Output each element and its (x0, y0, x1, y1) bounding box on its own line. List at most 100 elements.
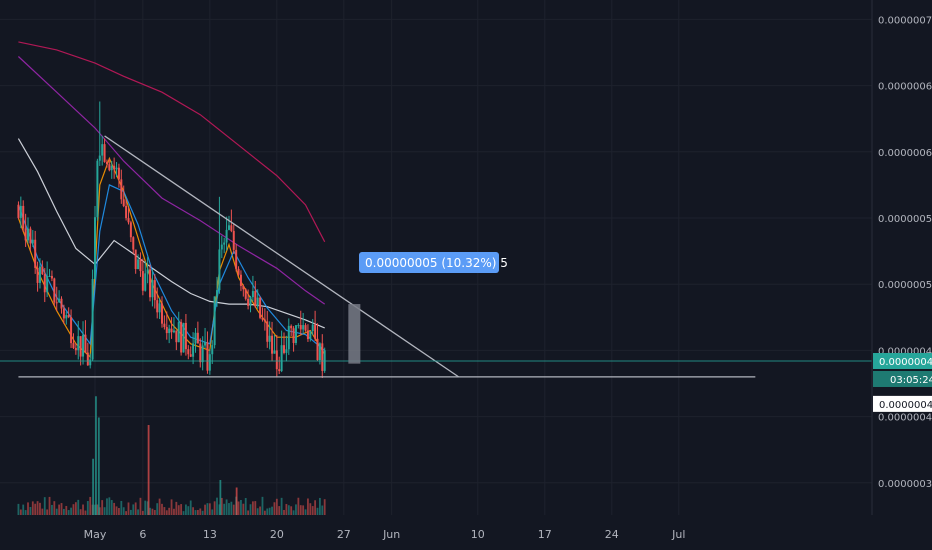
volume-bar (72, 504, 75, 515)
volume-bar (263, 510, 266, 515)
candle-body (29, 228, 32, 244)
volume-bar (134, 502, 137, 515)
candle-body (192, 343, 195, 357)
volume-bar (141, 510, 144, 515)
volume-bar (39, 502, 41, 515)
candle-body (24, 228, 27, 241)
last-price-tag-text: 0.00000044 (879, 357, 932, 368)
candle-body (89, 359, 92, 366)
volume-bar (46, 509, 49, 515)
volume-bar (252, 501, 254, 515)
volume-bar (51, 504, 53, 515)
volume-bar (55, 508, 58, 515)
volume-bar (299, 505, 302, 515)
volume-bar (302, 505, 305, 515)
volume-bar (225, 499, 228, 515)
candle-body (103, 144, 106, 162)
volume-bar (19, 509, 22, 515)
time-tick-label: Jul (671, 528, 685, 541)
candle-body (199, 343, 202, 363)
candle-body (318, 343, 321, 361)
candle-body (182, 322, 185, 353)
volume-bar (173, 508, 175, 515)
trendlines[interactable] (0, 135, 872, 378)
volume-bar (31, 501, 34, 515)
candle-body (43, 274, 46, 293)
volume-bar (228, 503, 230, 515)
volume-bar (158, 498, 161, 515)
candle-body (163, 323, 166, 328)
volume-bar (139, 497, 142, 515)
candle-body (120, 179, 123, 200)
volume-bar (316, 507, 319, 515)
price-labels: 0.00000044 03:05:24 0.00000043 (873, 352, 932, 412)
volume-bar (232, 504, 235, 515)
volume-bar (24, 510, 27, 515)
measure-range-bar[interactable] (348, 304, 361, 364)
candle-body (275, 350, 278, 370)
support-price-tag-text: 0.00000043 (879, 400, 932, 411)
candle-body (290, 325, 293, 329)
volume-bar (189, 500, 192, 515)
candle-body (105, 161, 108, 165)
volume-bar (118, 508, 120, 515)
volume-bar (182, 511, 185, 515)
candle-body (31, 239, 34, 244)
candlestick-series[interactable] (17, 101, 326, 379)
candle-body (263, 319, 266, 322)
candle-body (244, 289, 247, 299)
volume-bar (185, 504, 187, 515)
price-tick-label: 0.00000055 (878, 214, 932, 225)
candle-body (158, 303, 161, 313)
volume-bar (240, 499, 242, 515)
volume-bar (17, 503, 20, 515)
candle-body (273, 350, 276, 354)
volume-bar (113, 502, 116, 515)
candle-body (132, 237, 135, 250)
volume-bar (192, 507, 194, 515)
volume-bar (163, 507, 166, 515)
volume-bar (311, 506, 314, 515)
volume-bar (34, 503, 37, 515)
time-axis[interactable]: May 6 13 20 27 Jun 10 17 24 Jul (84, 528, 686, 541)
volume-bar (180, 504, 183, 515)
volume-bar (101, 500, 104, 515)
candle-body (247, 298, 250, 306)
time-tick-label: 17 (538, 528, 552, 541)
candle-body (139, 259, 142, 272)
candle-body (311, 324, 314, 331)
candle-body (299, 325, 302, 330)
time-tick-label: 6 (139, 528, 146, 541)
volume-bar (89, 496, 92, 515)
candle-body (91, 279, 94, 360)
candle-body (22, 205, 25, 229)
candle-body (170, 328, 173, 333)
candle-body (314, 324, 317, 339)
volume-bar (137, 509, 139, 515)
candle-body (160, 303, 163, 324)
volume-bar (62, 508, 65, 515)
candle-body (242, 285, 245, 290)
volume-bar (70, 507, 72, 515)
candle-body (58, 298, 61, 303)
candle-body (175, 330, 178, 343)
volume-bar (318, 497, 321, 515)
volume-bar (175, 501, 178, 515)
volume-bar (106, 498, 108, 515)
candle-body (180, 322, 183, 353)
candle-body (218, 249, 221, 291)
measure-label-box (359, 252, 499, 273)
descending-resistance-trendline[interactable] (104, 135, 460, 378)
volume-bar (259, 506, 261, 515)
volume-bar (273, 502, 276, 515)
candle-body (84, 334, 87, 353)
candle-body (134, 249, 137, 270)
volume-bar (237, 501, 240, 515)
candle-body (127, 218, 130, 223)
price-tick-label: 0.00000045 (878, 346, 932, 357)
price-range-measure[interactable]: 0.00000005 (10.32%) 5 (348, 252, 508, 364)
ma-purple-line (17, 56, 326, 305)
